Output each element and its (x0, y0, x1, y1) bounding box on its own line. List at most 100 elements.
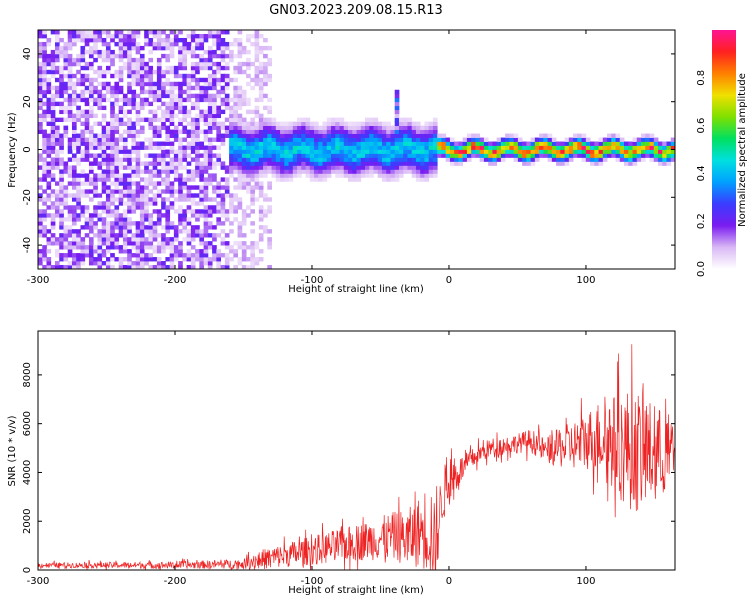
heatmap-cell (114, 177, 120, 182)
heatmap-cell (203, 245, 209, 250)
heatmap-cell (50, 145, 56, 150)
heatmap-cell (59, 81, 64, 87)
heatmap-cell (148, 89, 154, 95)
heatmap-cell (424, 177, 430, 182)
heatmap-cell (105, 189, 111, 194)
heatmap-cell (195, 209, 200, 214)
heatmap-cell (207, 53, 213, 59)
heatmap-cell (318, 157, 323, 162)
heatmap-cell (38, 153, 43, 158)
heatmap-cell (110, 53, 115, 59)
heatmap-cell (71, 113, 77, 119)
heatmap-cell (139, 169, 145, 174)
heatmap-cell (169, 45, 175, 51)
heatmap-cell (280, 129, 285, 134)
heatmap-cell (50, 133, 56, 138)
heatmap-cell (169, 121, 175, 126)
heatmap-cell (152, 181, 158, 186)
heatmap-cell (63, 97, 69, 103)
heatmap-cell (203, 225, 209, 230)
heatmap-cell (186, 241, 192, 246)
heatmap-cell (93, 205, 98, 210)
heatmap-cell (63, 45, 69, 51)
heatmap-cell (178, 241, 183, 246)
heatmap-cell (513, 137, 519, 142)
heatmap-cell (250, 161, 255, 166)
heatmap-cell (224, 241, 230, 246)
heatmap-cell (229, 77, 234, 83)
heatmap-cell (394, 117, 400, 123)
heatmap-cell (101, 241, 107, 246)
heatmap-cell (207, 57, 213, 63)
heatmap-cell (105, 221, 111, 226)
heatmap-cell (424, 149, 430, 154)
heatmap-cell (246, 141, 251, 146)
heatmap-cell (398, 173, 404, 178)
heatmap-cell (127, 193, 132, 198)
heatmap-cell (156, 81, 162, 87)
heatmap-cell (156, 153, 162, 158)
heatmap-cell (178, 185, 183, 190)
heatmap-cell (449, 145, 455, 150)
heatmap-cell (381, 125, 387, 130)
heatmap-cell (381, 141, 387, 146)
heatmap-cell (224, 61, 230, 67)
heatmap-cell (267, 141, 272, 146)
heatmap-cell (207, 77, 213, 83)
heatmap-cell (67, 181, 73, 186)
heatmap-cell (267, 153, 272, 158)
heatmap-cell (105, 209, 111, 214)
heatmap-cell (59, 45, 64, 51)
heatmap-cell (500, 157, 506, 162)
heatmap-cell (348, 145, 353, 150)
heatmap-cell (122, 145, 128, 150)
heatmap-cell (139, 193, 145, 198)
heatmap-cell (263, 229, 268, 234)
heatmap-cell (182, 253, 188, 258)
heatmap-cell (199, 45, 205, 51)
heatmap-cell (182, 197, 188, 202)
heatmap-cell (67, 241, 73, 246)
heatmap-cell (314, 149, 319, 154)
heatmap-cell (135, 117, 141, 123)
heatmap-cell (38, 101, 43, 107)
heatmap-cell (84, 85, 90, 91)
heatmap-cell (114, 125, 120, 130)
heatmap-cell (173, 101, 179, 107)
heatmap-cell (284, 129, 289, 134)
heatmap-cell (67, 253, 73, 258)
heatmap-cell (46, 41, 52, 47)
heatmap-cell (585, 141, 591, 146)
heatmap-cell (156, 69, 162, 75)
heatmap-cell (263, 53, 268, 59)
heatmap-cell (101, 73, 107, 79)
heatmap-cell (161, 145, 166, 150)
heatmap-cell (207, 105, 213, 111)
heatmap-cell (649, 157, 655, 162)
heatmap-cell (54, 137, 60, 142)
heatmap-cell (178, 109, 183, 115)
heatmap-cell (38, 33, 43, 39)
heatmap-cell (71, 213, 77, 218)
heatmap-cell (207, 137, 213, 142)
heatmap-cell (84, 157, 90, 162)
heatmap-cell (398, 133, 404, 138)
heatmap-cell (67, 229, 73, 234)
heatmap-cell (203, 177, 209, 182)
heatmap-cell (224, 169, 230, 174)
heatmap-cell (169, 261, 175, 266)
heatmap-cell (178, 141, 183, 146)
heatmap-cell (50, 141, 56, 146)
heatmap-cell (173, 169, 179, 174)
heatmap-cell (509, 145, 515, 150)
heatmap-cell (314, 129, 319, 134)
heatmap-cell (88, 249, 94, 254)
heatmap-cell (237, 113, 243, 119)
heatmap-cell (454, 153, 459, 158)
heatmap-cell (114, 53, 120, 59)
heatmap-cell (156, 189, 162, 194)
heatmap-cell (127, 129, 132, 134)
heatmap-cell (564, 141, 570, 146)
heatmap-cell (54, 153, 60, 158)
heatmap-cell (80, 141, 86, 146)
